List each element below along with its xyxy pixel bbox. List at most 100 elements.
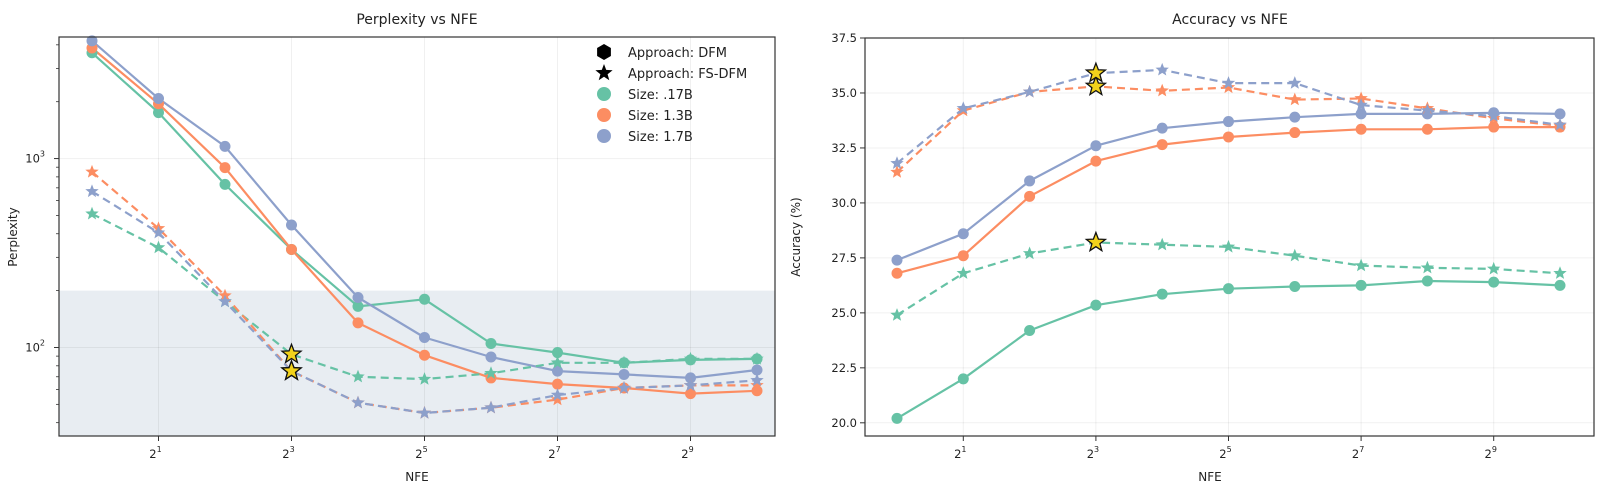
x-tick-label: 27 (1352, 445, 1364, 461)
series-line-fs-dfm-17b (896, 241, 1561, 317)
data-point (552, 365, 563, 377)
data-point-star (1553, 266, 1567, 279)
data-point-star (1288, 76, 1302, 89)
data-point-star (1420, 103, 1435, 117)
data-point-star (956, 266, 970, 279)
circle-icon (597, 108, 611, 122)
data-point-star (750, 378, 764, 392)
data-point (552, 378, 563, 390)
y-tick-label: 22.5 (831, 361, 857, 375)
data-point (1554, 108, 1566, 120)
legend-label: Size: 1.3B (628, 109, 693, 124)
data-point (685, 388, 696, 400)
y-tick-label: 30.0 (831, 196, 857, 210)
data-point-star (1022, 246, 1037, 260)
y-tick-label: 27.5 (831, 251, 857, 265)
y-tick-exponent: 2 (40, 338, 45, 347)
data-point (1289, 280, 1301, 292)
x-tick-exponent: 9 (689, 445, 694, 454)
x-tick-label: 23 (1087, 445, 1099, 461)
data-point-star (750, 351, 764, 365)
data-point (1488, 276, 1500, 288)
legend-label: Size: .17B (628, 88, 693, 103)
data-point (1090, 155, 1102, 167)
data-point (891, 412, 903, 424)
data-point-star (351, 395, 365, 409)
data-point-star (1022, 84, 1037, 98)
y-tick-label: 102 (25, 338, 45, 354)
data-point-star (417, 372, 432, 385)
x-tick-exponent: 1 (157, 445, 162, 454)
data-point-star (85, 206, 99, 220)
data-point (286, 219, 297, 231)
data-point (1355, 123, 1367, 135)
perplexity-chart: Perplexity vs NFE NFE Perplexity 21 23 25 2… (6, 12, 776, 484)
y-axis-label: Perplexity (6, 207, 20, 267)
data-point-star (1155, 83, 1169, 97)
x-tick-exponent: 5 (423, 445, 428, 454)
data-point-star (890, 156, 904, 169)
x-axis-label: NFE (1198, 470, 1221, 484)
data-point (86, 35, 98, 47)
data-point (552, 347, 563, 359)
data-point (1421, 275, 1433, 287)
legend-item: Size: 1.3B (597, 108, 693, 124)
data-point (1421, 123, 1433, 135)
legend-item: Approach: FS-DFM (595, 64, 747, 82)
y-tick-label: 37.5 (831, 31, 857, 45)
data-point-star (1553, 117, 1567, 131)
data-point-star (683, 351, 698, 365)
data-point (891, 267, 903, 279)
star-icon (595, 64, 613, 81)
data-point (685, 372, 696, 384)
data-point-star (617, 355, 631, 369)
x-axis-label: NFE (405, 470, 428, 484)
highlight-star-point (1084, 230, 1108, 253)
circle-icon (597, 129, 611, 143)
accuracy-chart: Accuracy vs NFE NFE Accuracy (%) 21 23 25 2… (789, 12, 1595, 484)
data-point-star (890, 165, 904, 178)
data-point (957, 250, 969, 262)
data-point (1355, 108, 1367, 120)
data-point-star (1420, 260, 1435, 274)
y-tick-label: 103 (25, 150, 45, 166)
data-point-star (351, 369, 365, 383)
data-point-star (151, 240, 166, 254)
data-point (1355, 279, 1367, 291)
legend-item: Approach: DFM (597, 44, 727, 61)
data-point-star (550, 355, 565, 369)
data-point (1024, 324, 1036, 336)
data-point-star (890, 308, 904, 321)
y-tick-label: 25.0 (831, 306, 857, 320)
legend-label: Approach: DFM (628, 46, 727, 61)
x-tick-exponent: 9 (1492, 445, 1497, 454)
x-tick-exponent: 3 (290, 445, 295, 454)
data-point (1223, 131, 1234, 143)
legend-label: Approach: FS-DFM (628, 67, 747, 82)
data-point (352, 300, 364, 312)
data-point-star (550, 392, 565, 406)
x-tick-exponent: 7 (556, 445, 561, 454)
plot-area: 21 23 25 27 2920.022.525.027.530.032.535.037… (831, 31, 1595, 461)
data-point (219, 178, 231, 190)
data-point-star (1487, 261, 1501, 275)
highlight-star-point (280, 359, 303, 381)
x-tick-exponent: 7 (1359, 445, 1364, 454)
data-point (1289, 127, 1301, 139)
data-point-star (617, 381, 631, 394)
y-tick-label: 32.5 (831, 141, 857, 155)
x-tick-exponent: 1 (961, 445, 966, 454)
data-point (153, 92, 164, 104)
data-point-star (1288, 92, 1302, 106)
x-tick-label: 25 (415, 445, 427, 461)
data-point (1488, 121, 1500, 133)
data-point (153, 107, 164, 119)
data-point-star (1354, 258, 1368, 272)
data-point-star (151, 225, 166, 239)
data-point (618, 368, 630, 380)
data-point (485, 351, 497, 363)
data-point (419, 349, 430, 361)
chart-title: Perplexity vs NFE (356, 12, 477, 28)
data-point-star (1288, 248, 1302, 262)
